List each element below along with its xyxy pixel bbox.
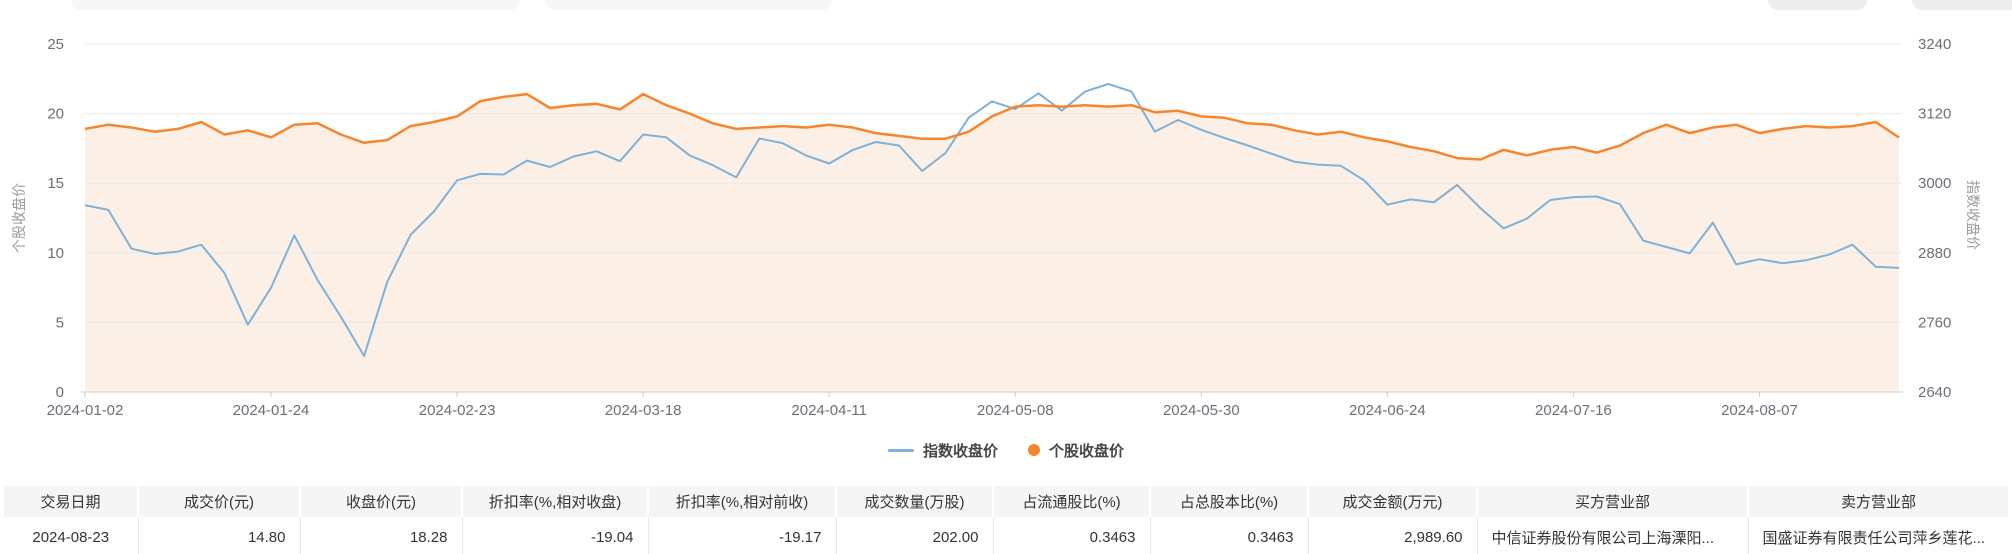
body-cell: 0.3463 [1149, 517, 1308, 554]
right-axis-tick-label: 2760 [1918, 314, 1951, 331]
line-marker-icon [887, 448, 914, 452]
body-cell: 国盛证券有限责任公司萍乡莲花... [1747, 517, 2008, 554]
body-cell: 2024-08-23 [4, 517, 138, 554]
body-cell: -19.17 [647, 517, 836, 554]
x-axis-date-label: 2024-03-18 [605, 402, 682, 419]
header-cell: 成交数量(万股) [835, 486, 993, 517]
index-close-line[interactable] [84, 83, 1900, 357]
header-cell: 成交价(元) [137, 486, 300, 517]
stock-vs-index-chart[interactable]: 0 5 10 15 20 25 2640 2760 2880 3000 3120 3240 2024-0… [0, 0, 2012, 436]
body-cell: 2,989.60 [1307, 517, 1477, 554]
header-cell: 折扣率(%,相对收盘) [461, 486, 648, 517]
x-axis-date-label: 2024-05-08 [977, 402, 1054, 419]
header-cell: 收盘价(元) [299, 486, 462, 517]
legend-label-stock-close: 个股收盘价 [1049, 442, 1125, 460]
table-row: 2024-08-23 14.80 18.28 -19.04 -19.17 202.00 0.… [4, 517, 2008, 554]
right-axis-tick-label: 3240 [1918, 36, 1951, 53]
chart-canvas[interactable]: 0 5 10 15 20 25 2640 2760 2880 3000 3120 3240 2024-0… [0, 0, 2012, 436]
body-cell: -19.04 [461, 517, 648, 554]
left-axis-tick-label: 15 [47, 175, 64, 192]
x-axis-date-label: 2024-07-16 [1535, 402, 1612, 419]
x-axis-date-label: 2024-01-24 [233, 402, 310, 419]
header-cell: 折扣率(%,相对前收) [647, 486, 836, 517]
left-axis-title: 个股收盘价 [11, 183, 27, 253]
body-cell: 18.28 [299, 517, 462, 554]
body-cell: 中信证券股份有限公司上海溧阳... [1476, 517, 1748, 554]
header-cell: 卖方营业部 [1747, 486, 2008, 517]
legend-item-stock-close[interactable]: 个股收盘价 [1028, 440, 1124, 461]
header-cell: 交易日期 [4, 486, 138, 517]
left-axis-tick-label: 5 [56, 314, 64, 331]
x-axis-date-label: 2024-06-24 [1349, 402, 1426, 419]
body-cell: 202.00 [835, 517, 993, 554]
x-axis-date-label: 2024-01-02 [47, 402, 124, 419]
header-cell: 占流通股比(%) [992, 486, 1150, 517]
right-axis-title: 指数收盘价 [1965, 180, 1981, 250]
right-axis-tick-label: 3000 [1918, 175, 1951, 192]
left-axis-tick-label: 20 [47, 106, 64, 123]
right-axis-tick-label: 3120 [1918, 106, 1951, 123]
header-cell: 成交金额(万元) [1307, 486, 1477, 517]
table-header-row: 交易日期 成交价(元) 收盘价(元) 折扣率(%,相对收盘) 折扣率(%,相对前收) 成交… [4, 486, 2008, 517]
topbar-control-3[interactable] [1768, 0, 1867, 10]
x-axis-date-label: 2024-05-30 [1163, 402, 1240, 419]
legend-item-index-close[interactable]: 指数收盘价 [887, 440, 998, 461]
left-axis-tick-label: 25 [47, 36, 64, 53]
body-cell: 14.80 [137, 517, 300, 554]
x-axis-date-label: 2024-08-07 [1721, 402, 1798, 419]
block-trade-table: 交易日期 成交价(元) 收盘价(元) 折扣率(%,相对收盘) 折扣率(%,相对前收) 成交… [4, 486, 2008, 554]
body-cell: 0.3463 [992, 517, 1150, 554]
left-axis-tick-label: 10 [47, 245, 64, 262]
x-axis-date-label: 2024-04-11 [791, 402, 867, 419]
stock-close-line[interactable] [84, 92, 1900, 161]
header-cell: 买方营业部 [1476, 486, 1748, 517]
topbar-control-1[interactable] [71, 0, 520, 10]
left-axis-tick-label: 0 [56, 384, 64, 401]
chart-legend: 指数收盘价 个股收盘价 [0, 439, 2012, 461]
x-axis-date-label: 2024-02-23 [419, 402, 496, 419]
topbar-control-2[interactable] [545, 0, 832, 10]
header-cell: 占总股本比(%) [1149, 486, 1308, 517]
circle-marker-icon [1028, 444, 1040, 456]
right-axis-tick-label: 2640 [1918, 384, 1951, 401]
right-axis-tick-label: 2880 [1918, 245, 1951, 262]
stock-area-fill [85, 94, 1899, 392]
topbar-control-4[interactable] [1912, 0, 2012, 10]
legend-label-index-close: 指数收盘价 [922, 442, 998, 460]
